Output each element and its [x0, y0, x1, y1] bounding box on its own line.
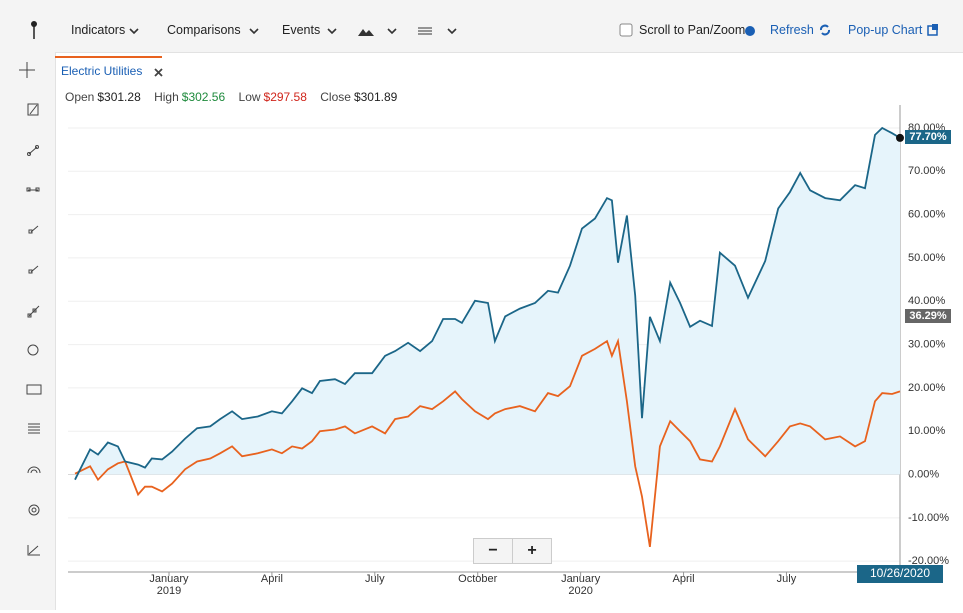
menu[interactable]: Comparisons [167, 23, 241, 37]
tab[interactable]: Electric Utilities [55, 56, 163, 84]
quote-value: $301.28 [97, 90, 141, 104]
quote-value: $301.89 [353, 90, 398, 104]
menu[interactable]: Indicators [71, 23, 126, 37]
zoom-out[interactable]: − [473, 538, 513, 564]
line [74, 337, 901, 548]
value-badge [905, 309, 951, 323]
quote-value: $302.56 [181, 90, 226, 104]
date-badge-label: 10/26/2020 [870, 566, 930, 580]
y-tick-label: 70.00% [908, 165, 946, 177]
quote-label: Close [320, 90, 351, 104]
close-icon[interactable] [154, 68, 163, 77]
y-tick-label: 30.00% [908, 338, 946, 350]
quote-label: Low [238, 90, 261, 104]
refresh[interactable]: Refresh [770, 23, 814, 37]
quote-label: High [154, 90, 179, 104]
x-tick-label: January 2019 [149, 573, 189, 597]
x-tick-label: January 2020 [561, 573, 601, 597]
y-tick-label: 0.00% [908, 468, 939, 480]
refresh-icon [820, 24, 830, 36]
pin-icon [31, 21, 37, 39]
y-tick-label: 40.00% [908, 295, 946, 307]
area [75, 128, 900, 480]
y-tick-label: 80.00% [908, 122, 946, 134]
tab-label[interactable]: Electric Utilities [61, 64, 143, 78]
date-badge [857, 565, 943, 583]
toolbar: Indicators Comparisons Events Scroll to … [0, 0, 963, 53]
popup-icon [927, 24, 938, 36]
menu[interactable]: Events [282, 23, 321, 37]
y-tick-label: 20.00% [908, 382, 946, 394]
x-tick-label: April [261, 573, 283, 585]
y-tick-label: 60.00% [908, 209, 946, 221]
checkbox[interactable] [619, 23, 633, 37]
x-tick-label: April [673, 573, 695, 585]
menu-icons [129, 27, 457, 36]
tool-icons [19, 62, 42, 556]
value-badge-label: 77.70% [909, 131, 947, 143]
y-tick-label: 10.00% [908, 425, 946, 437]
quote: Open $301.28 High $302.56 Low $297.58 Close… [65, 90, 407, 104]
x-tick-label: October [458, 573, 497, 585]
quote-label: Open [65, 90, 95, 104]
value-badge-label: 36.29% [909, 310, 947, 322]
value-badge [905, 130, 951, 144]
line [74, 126, 901, 481]
y-tick-label: -10.00% [908, 512, 949, 524]
help-icon [745, 26, 755, 36]
popup-chart[interactable]: Pop-up Chart [848, 23, 923, 37]
drawing-tools [0, 52, 56, 610]
y-tick-label: 50.00% [908, 252, 946, 264]
x-tick-label: July [777, 573, 797, 585]
y-tick-label: -20.00% [908, 555, 949, 567]
scroll-label[interactable]: Scroll to Pan/Zoom [639, 23, 746, 37]
zoom-in[interactable]: + [512, 538, 552, 564]
x-tick-label: July [365, 573, 385, 585]
end-marker [896, 133, 904, 142]
quote-value: $297.58 [263, 90, 307, 104]
